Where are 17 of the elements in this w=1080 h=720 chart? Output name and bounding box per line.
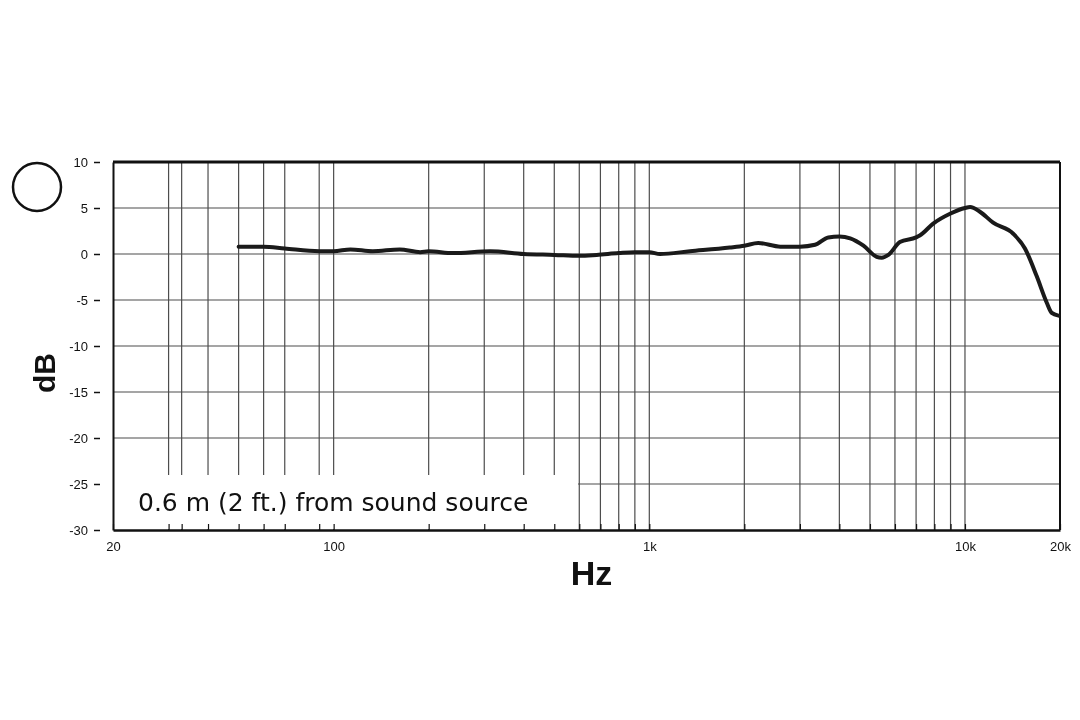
- y-tick-label: 10: [73, 154, 88, 170]
- y-tick-label: -15: [69, 384, 88, 400]
- y-axis-title: dB: [28, 353, 61, 393]
- x-tick-label: 20: [106, 539, 121, 555]
- annotation: 0.6 m (2 ft.) from sound source: [138, 488, 529, 517]
- y-tick-label: -30: [69, 522, 88, 538]
- y-tick-label: -5: [76, 292, 88, 308]
- y-tick-label: 5: [80, 200, 88, 216]
- y-tick-label: 0: [80, 246, 88, 262]
- x-tick-label: 20k: [1050, 539, 1072, 555]
- y-tick-label: -25: [69, 476, 88, 492]
- x-tick-label: 100: [323, 539, 345, 555]
- x-axis-title: Hz: [570, 554, 613, 592]
- x-tick-label: 1k: [642, 539, 658, 555]
- x-tick-label: 10k: [954, 539, 977, 555]
- y-tick-label: -20: [69, 430, 88, 446]
- y-tick-label: -10: [69, 338, 88, 354]
